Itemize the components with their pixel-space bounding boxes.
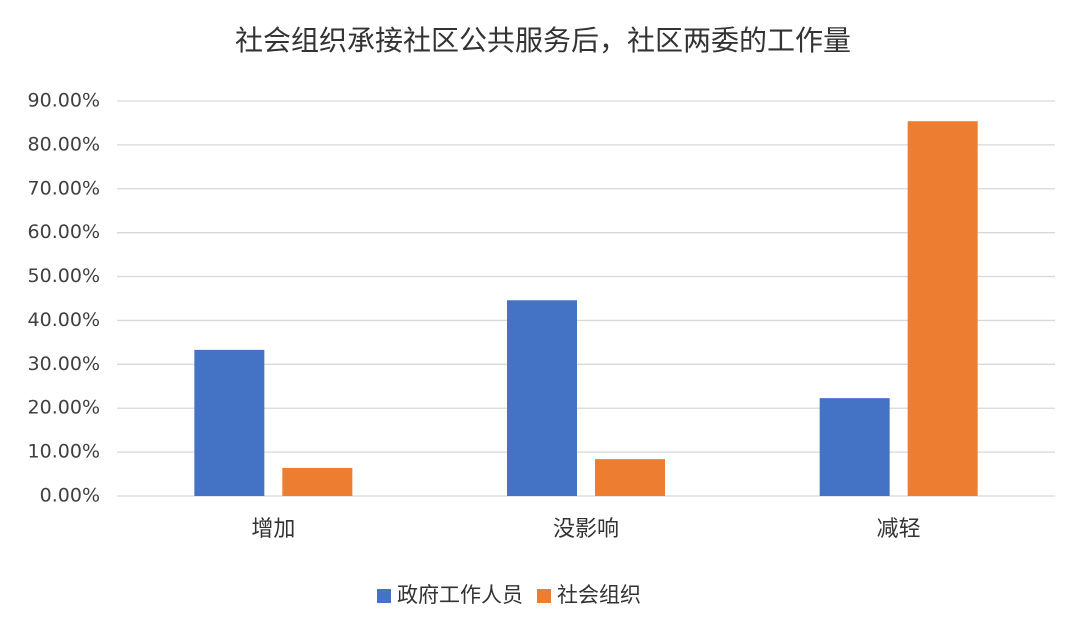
y-tick-label: 10.00% [28, 441, 100, 463]
bar [595, 459, 665, 496]
y-tick-label: 60.00% [28, 221, 100, 243]
legend-swatch [537, 589, 551, 603]
x-tick-label: 减轻 [877, 517, 921, 542]
x-tick-label: 没影响 [553, 517, 619, 542]
bar [194, 349, 265, 496]
bar [819, 398, 890, 496]
y-tick-label: 50.00% [28, 265, 100, 287]
bar [507, 300, 577, 496]
y-tick-label: 0.00% [40, 485, 100, 507]
legend-label: 政府工作人员 [397, 583, 523, 607]
chart-title: 社会组织承接社区公共服务后，社区两委的工作量 [235, 24, 851, 57]
x-tick-label: 增加 [251, 517, 295, 542]
legend-label: 社会组织 [557, 583, 641, 607]
y-tick-label: 40.00% [28, 309, 100, 331]
y-tick-label: 80.00% [28, 133, 100, 155]
bar [282, 467, 353, 496]
y-tick-label: 20.00% [28, 397, 100, 419]
y-tick-label: 30.00% [28, 353, 100, 375]
y-tick-label: 70.00% [28, 177, 100, 199]
legend-swatch [377, 589, 391, 603]
bar [907, 121, 978, 496]
y-tick-label: 90.00% [28, 90, 100, 112]
